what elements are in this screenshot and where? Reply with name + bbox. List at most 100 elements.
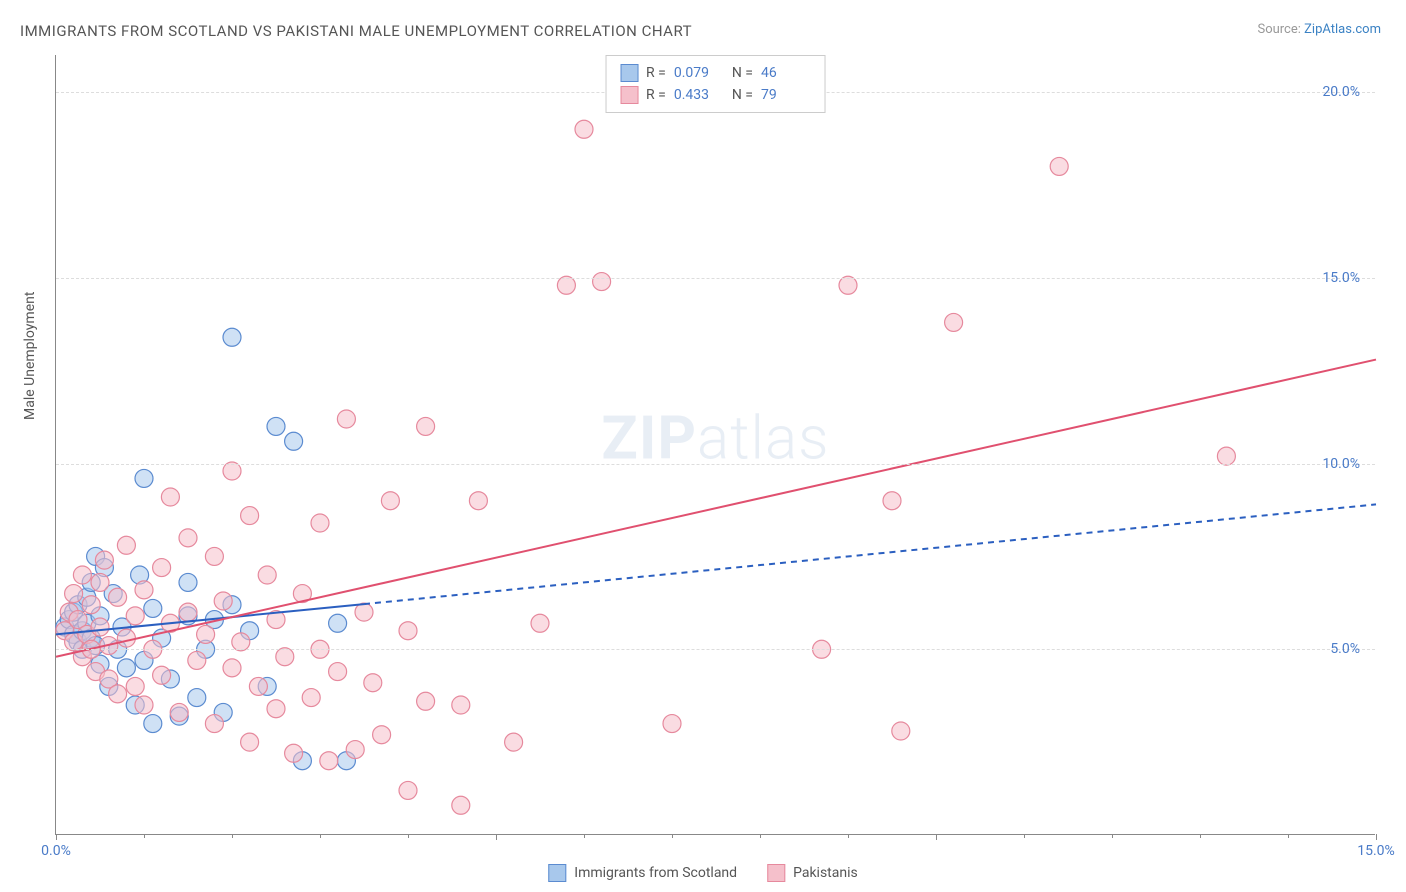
source-label: Source: — [1257, 22, 1304, 37]
y-axis-label: Male Unemployment — [22, 292, 38, 420]
data-point — [223, 659, 241, 677]
data-point — [399, 622, 417, 640]
data-point — [1050, 157, 1068, 175]
swatch-pakistani-icon — [767, 864, 785, 882]
x-tick-mark-minor — [232, 834, 233, 838]
legend-label-scotland: Immigrants from Scotland — [574, 865, 737, 881]
chart-title: IMMIGRANTS FROM SCOTLAND VS PAKISTANI MA… — [20, 22, 692, 40]
data-point — [452, 696, 470, 714]
y-tick-label: 5.0% — [1330, 641, 1360, 657]
data-point — [311, 514, 329, 532]
x-tick-mark — [936, 834, 937, 840]
data-point — [557, 276, 575, 294]
r-label: R = — [646, 87, 666, 103]
data-point — [205, 547, 223, 565]
data-point — [337, 410, 355, 428]
data-point — [223, 328, 241, 346]
data-point — [135, 696, 153, 714]
data-point — [161, 488, 179, 506]
legend-correlation-box: R = 0.079 N = 46 R = 0.433 N = 79 — [605, 55, 826, 113]
x-tick-mark-minor — [584, 834, 585, 838]
data-point — [205, 715, 223, 733]
legend-row-scotland: R = 0.079 N = 46 — [620, 62, 811, 84]
data-point — [329, 614, 347, 632]
data-point — [170, 703, 188, 721]
swatch-scotland-icon — [548, 864, 566, 882]
data-point — [267, 417, 285, 435]
data-point — [373, 726, 391, 744]
data-point — [197, 625, 215, 643]
data-point — [258, 566, 276, 584]
x-tick-mark-minor — [848, 834, 849, 838]
data-point — [249, 677, 267, 695]
data-point — [285, 744, 303, 762]
n-value-pakistani: 79 — [761, 87, 811, 103]
source-link[interactable]: ZipAtlas.com — [1304, 22, 1381, 37]
data-point — [144, 715, 162, 733]
data-point — [1217, 447, 1235, 465]
data-point — [381, 492, 399, 510]
data-point — [285, 432, 303, 450]
data-point — [135, 469, 153, 487]
data-point — [188, 651, 206, 669]
x-tick-label: 15.0% — [1357, 843, 1395, 859]
n-value-scotland: 46 — [761, 65, 811, 81]
data-point — [267, 700, 285, 718]
data-point — [82, 596, 100, 614]
data-point — [65, 585, 83, 603]
trend-line-dashed — [364, 504, 1376, 604]
data-point — [531, 614, 549, 632]
scatter-plot-svg — [56, 55, 1375, 834]
data-point — [188, 689, 206, 707]
x-tick-mark-minor — [408, 834, 409, 838]
r-value-pakistani: 0.433 — [674, 87, 724, 103]
data-point — [839, 276, 857, 294]
data-point — [575, 120, 593, 138]
x-tick-label: 0.0% — [41, 843, 71, 859]
data-point — [153, 666, 171, 684]
data-point — [302, 689, 320, 707]
data-point — [109, 588, 127, 606]
gridline — [56, 464, 1375, 465]
r-label: R = — [646, 65, 666, 81]
data-point — [320, 752, 338, 770]
gridline — [56, 278, 1375, 279]
data-point — [241, 507, 259, 525]
data-point — [346, 741, 364, 759]
data-point — [883, 492, 901, 510]
data-point — [179, 573, 197, 591]
data-point — [73, 566, 91, 584]
r-value-scotland: 0.079 — [674, 65, 724, 81]
legend-label-pakistani: Pakistanis — [793, 865, 858, 881]
data-point — [109, 685, 127, 703]
x-tick-mark-minor — [672, 834, 673, 838]
x-tick-mark — [1376, 834, 1377, 840]
swatch-scotland — [620, 64, 638, 82]
legend-item-scotland: Immigrants from Scotland — [548, 864, 737, 882]
data-point — [945, 313, 963, 331]
x-tick-mark-minor — [760, 834, 761, 838]
y-tick-label: 10.0% — [1322, 456, 1360, 472]
y-tick-label: 20.0% — [1322, 84, 1360, 100]
swatch-pakistani — [620, 86, 638, 104]
x-tick-mark-minor — [1112, 834, 1113, 838]
data-point — [95, 551, 113, 569]
x-tick-mark-minor — [144, 834, 145, 838]
x-tick-mark-minor — [1200, 834, 1201, 838]
data-point — [144, 599, 162, 617]
data-point — [126, 607, 144, 625]
data-point — [153, 559, 171, 577]
data-point — [505, 733, 523, 751]
data-point — [179, 529, 197, 547]
data-point — [892, 722, 910, 740]
n-label: N = — [732, 87, 753, 103]
y-tick-label: 15.0% — [1322, 270, 1360, 286]
data-point — [417, 417, 435, 435]
data-point — [417, 692, 435, 710]
data-point — [452, 796, 470, 814]
x-tick-mark-minor — [1288, 834, 1289, 838]
data-point — [135, 581, 153, 599]
chart-plot-area: ZIPatlas R = 0.079 N = 46 R = 0.433 N = … — [55, 55, 1375, 835]
data-point — [91, 573, 109, 591]
data-point — [329, 663, 347, 681]
